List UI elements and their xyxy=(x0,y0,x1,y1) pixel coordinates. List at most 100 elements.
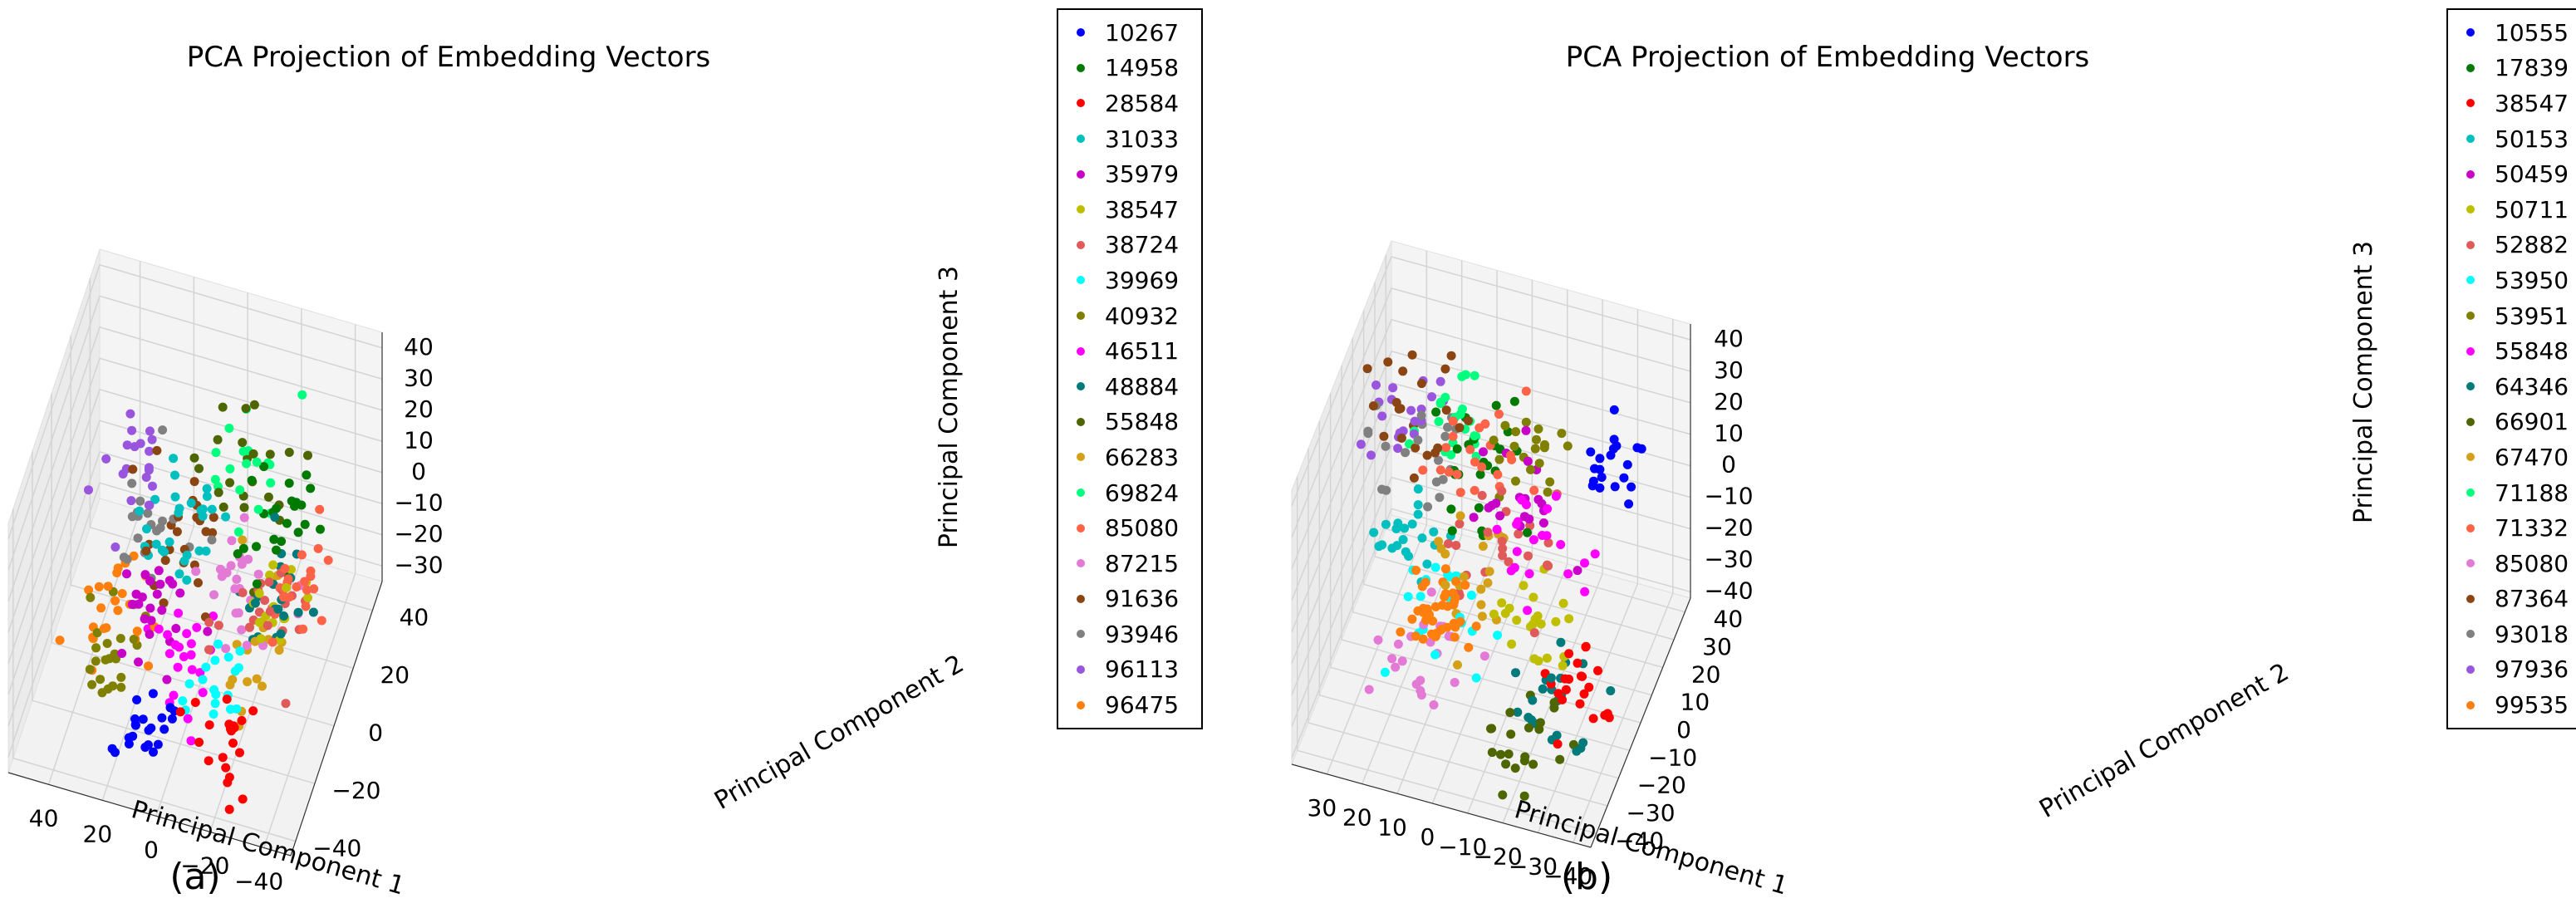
legend-label: 38547 xyxy=(2495,89,2569,117)
point-71188 xyxy=(1470,431,1479,441)
point-55848 xyxy=(1492,524,1502,534)
x-tick-label: −30 xyxy=(1509,852,1558,880)
legend-item: 35979 xyxy=(1058,156,1201,192)
legend-marker xyxy=(1077,559,1085,568)
point-99535 xyxy=(1451,577,1461,587)
point-85080 xyxy=(1387,654,1397,664)
legend-label: 46511 xyxy=(1105,337,1180,366)
point-46511 xyxy=(195,668,205,678)
point-87364 xyxy=(1398,366,1408,376)
z-tick-label: −10 xyxy=(1704,483,1753,510)
point-50459 xyxy=(1538,518,1548,528)
grid-line-x xyxy=(263,324,356,848)
point-55848 xyxy=(1528,535,1538,545)
point-39969 xyxy=(226,704,235,714)
point-87364 xyxy=(1446,351,1456,361)
point-87364 xyxy=(1383,357,1393,367)
point-55848 xyxy=(1517,495,1527,505)
point-85080 xyxy=(292,582,302,591)
point-31033 xyxy=(170,492,180,502)
point-55848 xyxy=(218,402,228,412)
point-69824 xyxy=(252,457,262,467)
point-97936 xyxy=(1377,411,1387,421)
point-85080 xyxy=(323,555,333,565)
legend-item: 17839 xyxy=(2448,51,2576,86)
point-28584 xyxy=(248,706,258,716)
point-46511 xyxy=(183,714,193,724)
point-52882 xyxy=(1498,543,1508,553)
point-66283 xyxy=(243,677,253,687)
legend-item: 71188 xyxy=(2448,475,2576,511)
legend-label: 66901 xyxy=(2495,408,2569,436)
point-10555 xyxy=(1608,444,1618,454)
grid-line-x xyxy=(1467,289,1568,814)
point-96475 xyxy=(99,624,109,633)
z-tick-label: 30 xyxy=(404,364,434,391)
grid-line-x xyxy=(1502,299,1603,823)
grid-line-y xyxy=(51,393,335,727)
point-91636 xyxy=(159,598,169,608)
grid-line-z xyxy=(1291,381,1691,632)
point-50459 xyxy=(1521,425,1531,435)
point-93018 xyxy=(1381,441,1391,451)
point-40932 xyxy=(111,654,120,664)
point-17839 xyxy=(1523,528,1532,537)
chart-title: PCA Projection of Embedding Vectors xyxy=(1566,41,2090,74)
legend-marker xyxy=(2466,453,2475,462)
point-66901 xyxy=(1496,749,1505,759)
y-tick-label: 0 xyxy=(1676,716,1691,744)
panel-label: (b) xyxy=(1561,856,1612,898)
point-55848 xyxy=(225,478,235,488)
point-71332 xyxy=(1455,488,1465,498)
point-53951 xyxy=(1532,434,1541,444)
point-50153 xyxy=(1417,533,1427,543)
point-46511 xyxy=(182,629,192,639)
point-38547 xyxy=(256,634,266,644)
legend-marker xyxy=(1077,594,1085,603)
point-69824 xyxy=(210,474,220,484)
point-71332 xyxy=(1444,467,1454,477)
point-96475 xyxy=(94,582,104,591)
grid-line-x xyxy=(1537,309,1639,833)
legend-label: 53950 xyxy=(2495,266,2569,294)
x-tick-label: 20 xyxy=(1342,804,1372,832)
point-85080 xyxy=(309,584,319,594)
legend-marker xyxy=(1077,63,1085,72)
point-66901 xyxy=(1504,749,1514,759)
point-39969 xyxy=(233,663,243,673)
legend-item: 10267 xyxy=(1058,15,1201,51)
point-50711 xyxy=(1558,598,1568,608)
point-53951 xyxy=(1509,441,1519,451)
point-10267 xyxy=(146,723,156,733)
legend-marker xyxy=(2466,28,2475,37)
grid-line-z xyxy=(7,388,383,664)
point-52882 xyxy=(1455,519,1465,529)
point-85080 xyxy=(1429,700,1439,709)
point-99535 xyxy=(1440,564,1450,574)
point-69824 xyxy=(225,464,235,474)
point-87364 xyxy=(1407,350,1417,360)
point-50711 xyxy=(1542,653,1552,663)
point-38547 xyxy=(1573,658,1582,668)
legend-label: 85080 xyxy=(2495,549,2569,577)
point-50711 xyxy=(1528,592,1538,602)
x-tick-label: −40 xyxy=(1543,862,1592,890)
legend-label: 31033 xyxy=(1105,125,1180,153)
legend-label: 66283 xyxy=(1105,443,1180,471)
point-69824 xyxy=(238,446,248,456)
point-69824 xyxy=(253,504,263,514)
point-55848 xyxy=(194,464,204,474)
legend-marker xyxy=(1077,205,1085,214)
point-35979 xyxy=(175,588,185,598)
legend-label: 93946 xyxy=(1105,620,1180,648)
point-53951 xyxy=(1557,429,1567,439)
point-64346 xyxy=(1606,686,1616,695)
point-10555 xyxy=(1624,499,1634,509)
point-85080 xyxy=(297,550,307,560)
point-55848 xyxy=(213,488,223,498)
point-55848 xyxy=(1524,569,1534,579)
point-85080 xyxy=(298,624,308,634)
point-14958 xyxy=(247,475,257,485)
point-38547 xyxy=(303,593,313,602)
